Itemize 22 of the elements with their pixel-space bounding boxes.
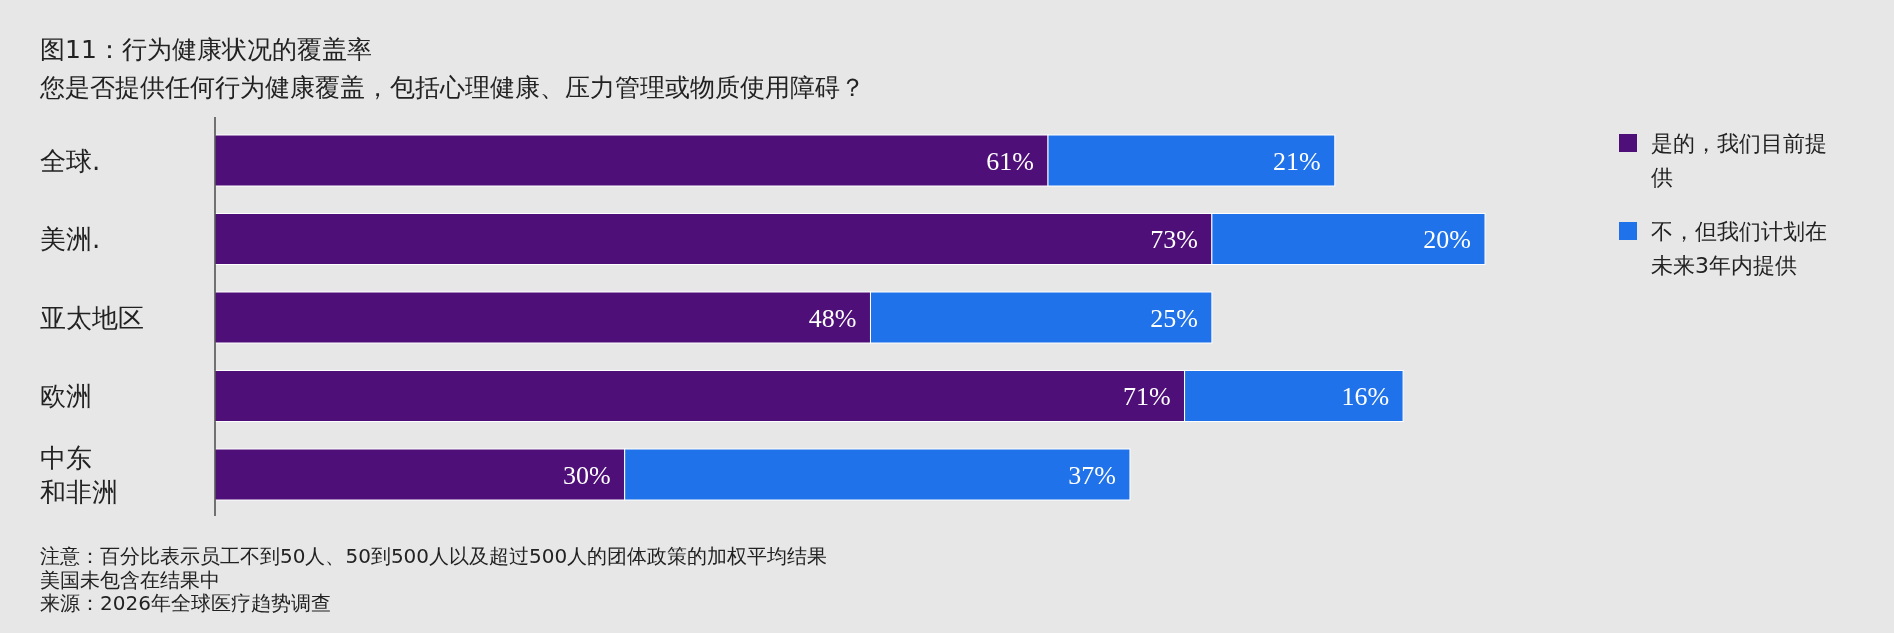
data-label: 48% xyxy=(808,303,857,333)
source-note: 来源：2026年全球医疗趋势调查 xyxy=(40,591,331,615)
chart-subtitle: 您是否提供任何行为健康覆盖，包括心理健康、压力管理或物质使用障碍？ xyxy=(39,73,865,102)
y-tick-label: 亚太地区 xyxy=(40,302,144,333)
legend-label: 是的，我们目前提供 xyxy=(1651,131,1827,190)
data-label: 37% xyxy=(1068,460,1116,490)
data-label: 16% xyxy=(1341,382,1390,411)
data-label: 30% xyxy=(563,460,611,490)
chart-title: 图11：行为健康状况的覆盖率 xyxy=(40,35,372,64)
y-tick-label: 全球. xyxy=(40,145,101,176)
data-label: 61% xyxy=(986,146,1035,176)
data-label: 73% xyxy=(1150,225,1198,254)
y-tick-label: 中东和非洲 xyxy=(40,442,118,507)
data-label: 21% xyxy=(1273,146,1321,176)
text: 美国未包含在结果中 xyxy=(40,567,220,592)
data-label: 71% xyxy=(1122,382,1171,411)
legend-label: 不，但我们计划在未来3年内提供 xyxy=(1651,219,1827,278)
text: 注意：百分比表示员工不到50人、50到500人以及超过500人的团体政策的加权平均结果 xyxy=(40,544,828,568)
data-label: 25% xyxy=(1150,303,1198,333)
data-label: 20% xyxy=(1423,225,1471,254)
y-tick-label: 欧洲 xyxy=(40,381,92,411)
y-tick-label: 美洲. xyxy=(40,224,101,254)
